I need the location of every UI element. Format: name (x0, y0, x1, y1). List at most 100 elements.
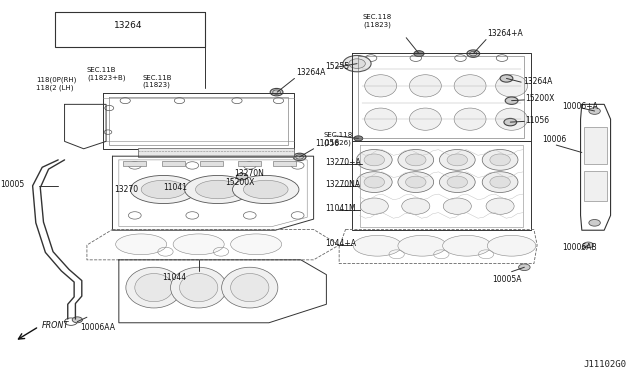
Bar (584, 171, 607, 201)
Text: 11056: 11056 (525, 116, 550, 125)
Text: 13270N: 13270N (234, 169, 264, 178)
Ellipse shape (490, 154, 510, 166)
Ellipse shape (230, 234, 282, 255)
Ellipse shape (495, 108, 527, 130)
Circle shape (236, 173, 248, 180)
Ellipse shape (410, 108, 442, 130)
Text: 10006AB: 10006AB (563, 244, 597, 253)
Bar (124, 161, 147, 166)
Bar (138, 148, 294, 157)
Ellipse shape (365, 108, 397, 130)
Text: 10005: 10005 (1, 180, 25, 189)
Ellipse shape (173, 234, 224, 255)
Text: 15255: 15255 (325, 62, 349, 71)
Ellipse shape (356, 172, 392, 192)
Ellipse shape (406, 176, 426, 188)
Ellipse shape (349, 59, 365, 68)
Bar (238, 161, 261, 166)
Ellipse shape (402, 198, 430, 214)
Ellipse shape (444, 198, 471, 214)
Circle shape (467, 50, 479, 57)
Text: 15200X: 15200X (525, 94, 555, 103)
Text: SEC.11B
(11823): SEC.11B (11823) (143, 75, 172, 88)
Ellipse shape (232, 176, 299, 203)
Ellipse shape (184, 176, 251, 203)
Circle shape (583, 242, 593, 248)
Text: FRONT: FRONT (42, 321, 70, 330)
Circle shape (354, 136, 363, 141)
Bar (273, 161, 296, 166)
Ellipse shape (171, 267, 227, 308)
Ellipse shape (410, 75, 442, 97)
Circle shape (414, 51, 424, 57)
Text: 13264A: 13264A (296, 68, 325, 77)
Ellipse shape (406, 154, 426, 166)
Ellipse shape (356, 150, 392, 170)
Text: 13264A: 13264A (523, 77, 552, 86)
Circle shape (589, 219, 600, 226)
Ellipse shape (126, 267, 182, 308)
Text: 10006AA: 10006AA (81, 323, 116, 332)
Text: SEC.118
(11826): SEC.118 (11826) (324, 132, 353, 145)
Ellipse shape (195, 180, 240, 199)
Circle shape (293, 153, 306, 161)
Text: 118(0P(RH)
118(2 (LH): 118(0P(RH) 118(2 (LH) (36, 77, 76, 91)
Ellipse shape (440, 172, 475, 192)
Ellipse shape (487, 235, 536, 256)
Text: 1044+A: 1044+A (325, 240, 356, 248)
Ellipse shape (447, 154, 467, 166)
Ellipse shape (398, 172, 434, 192)
Bar (55, 12, 205, 47)
Ellipse shape (179, 273, 218, 302)
Ellipse shape (131, 176, 196, 203)
Ellipse shape (454, 75, 486, 97)
Ellipse shape (343, 55, 371, 72)
Ellipse shape (447, 176, 467, 188)
Text: 11044: 11044 (163, 273, 186, 282)
Ellipse shape (116, 234, 167, 255)
Text: 13264: 13264 (114, 21, 143, 31)
Ellipse shape (398, 150, 434, 170)
Ellipse shape (364, 154, 385, 166)
Text: 11056: 11056 (315, 139, 339, 148)
Ellipse shape (230, 273, 269, 302)
Circle shape (518, 264, 530, 270)
Ellipse shape (454, 108, 486, 130)
Ellipse shape (221, 267, 278, 308)
Text: SEC.118
(11823): SEC.118 (11823) (363, 14, 392, 28)
Ellipse shape (365, 75, 397, 97)
Ellipse shape (482, 172, 518, 192)
Ellipse shape (495, 75, 527, 97)
Text: 15200X: 15200X (225, 179, 255, 187)
Text: 13270: 13270 (115, 185, 138, 194)
Text: 10005A: 10005A (492, 275, 522, 284)
Ellipse shape (443, 235, 491, 256)
Ellipse shape (440, 150, 475, 170)
Ellipse shape (353, 235, 402, 256)
Circle shape (500, 75, 513, 82)
Ellipse shape (482, 150, 518, 170)
Bar (200, 161, 223, 166)
Text: 10006: 10006 (542, 135, 566, 144)
Ellipse shape (398, 235, 447, 256)
Text: 13270+A: 13270+A (325, 158, 361, 167)
Ellipse shape (364, 176, 385, 188)
Circle shape (505, 97, 518, 105)
Bar (584, 126, 607, 164)
Text: J11102G0: J11102G0 (584, 360, 627, 369)
Text: 10006+A: 10006+A (563, 102, 598, 111)
Text: 13264+A: 13264+A (487, 29, 523, 38)
Text: 11041M: 11041M (325, 204, 356, 213)
Bar (162, 161, 184, 166)
Ellipse shape (486, 198, 514, 214)
Circle shape (72, 317, 83, 323)
Ellipse shape (490, 176, 510, 188)
Text: 13270NA: 13270NA (325, 180, 360, 189)
Ellipse shape (243, 180, 288, 199)
Ellipse shape (141, 180, 186, 199)
Circle shape (504, 118, 516, 126)
Ellipse shape (360, 198, 388, 214)
Circle shape (589, 108, 600, 114)
Text: 11041: 11041 (164, 183, 188, 192)
Text: SEC.11B
(11823+B): SEC.11B (11823+B) (87, 67, 125, 81)
